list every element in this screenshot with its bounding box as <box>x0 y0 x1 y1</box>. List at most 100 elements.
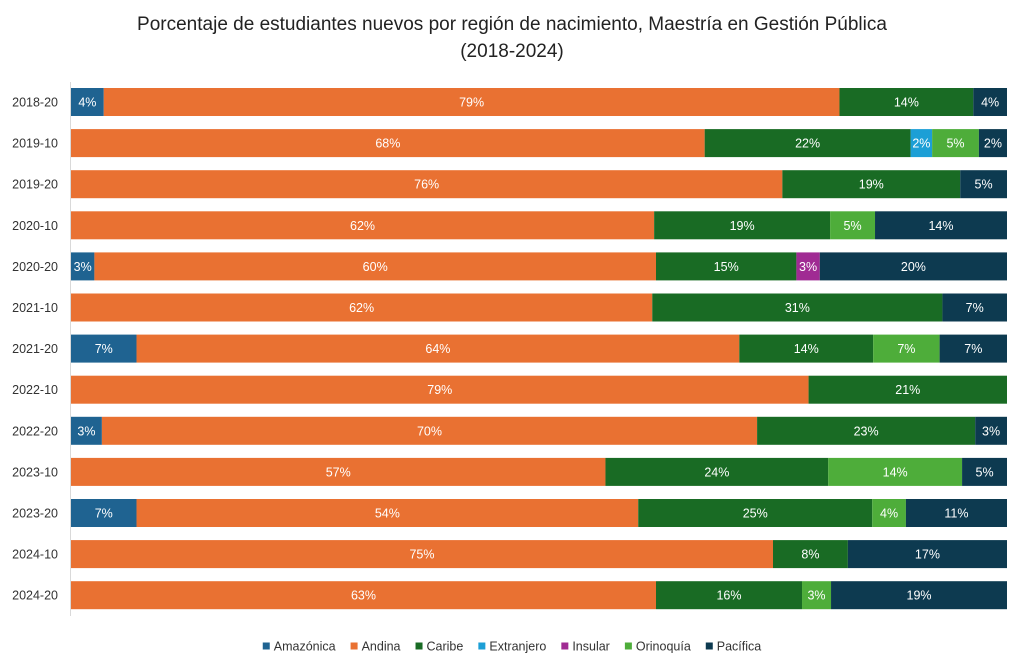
data-label: 4% <box>880 507 898 521</box>
bar-segment-amazonica <box>71 334 137 363</box>
data-label: 79% <box>427 383 452 397</box>
category-labels-group: 2018-20 2019-10 2019-20 2020-10 2020-20 2021-… <box>12 96 58 603</box>
bar-segment-caribe <box>638 499 873 527</box>
bar-segment-andina <box>71 457 606 486</box>
category-label: 2023-20 <box>12 507 58 521</box>
data-label: 19% <box>907 589 932 603</box>
bar-segment-pacifica <box>831 581 1007 610</box>
data-label: 7% <box>95 507 113 521</box>
bar-segment-caribe <box>757 416 976 445</box>
legend-swatch-insular <box>561 642 569 650</box>
data-label: 7% <box>897 342 915 356</box>
category-label: 2023-10 <box>12 465 58 479</box>
bar-segment-andina <box>136 499 639 527</box>
legend-label: Amazónica <box>274 640 336 654</box>
data-label: 31% <box>785 301 810 315</box>
data-label: 70% <box>417 424 442 438</box>
data-label: 76% <box>414 178 439 192</box>
bar-segment-andina <box>71 581 656 610</box>
data-label: 20% <box>901 260 926 274</box>
bar-segment-caribe <box>605 457 829 486</box>
legend-label: Extranjero <box>489 640 546 654</box>
data-label: 5% <box>844 219 862 233</box>
bar-segment-caribe <box>773 540 848 569</box>
bar-segment-pacifica <box>819 252 1007 281</box>
legend-label: Caribe <box>427 640 464 654</box>
bar-segment-caribe <box>656 252 797 281</box>
bar-segment-orinoquia <box>828 457 963 486</box>
legend-swatch-andina <box>350 642 358 650</box>
data-label: 8% <box>801 548 819 562</box>
data-label: 75% <box>409 548 434 562</box>
data-label: 2% <box>984 137 1002 151</box>
category-label: 2021-10 <box>12 301 58 315</box>
data-label: 14% <box>794 342 819 356</box>
data-label: 3% <box>74 260 92 274</box>
category-label: 2022-10 <box>12 383 58 397</box>
category-label: 2020-20 <box>12 260 58 274</box>
bar-segment-orinoquia <box>802 581 832 610</box>
data-label: 19% <box>859 178 884 192</box>
bar-segment-andina <box>101 416 758 445</box>
bar-segment-caribe <box>808 375 1007 404</box>
category-label: 2024-10 <box>12 548 58 562</box>
bar-segment-pacifica <box>960 170 1007 199</box>
bar-segment-pacifica <box>847 540 1007 569</box>
data-label: 14% <box>894 96 919 110</box>
bar-segment-andina <box>71 211 655 240</box>
bar-segment-andina <box>94 252 656 281</box>
legend-label: Orinoquía <box>636 640 691 654</box>
data-label: 19% <box>730 219 755 233</box>
data-label: 14% <box>928 219 953 233</box>
data-label: 5% <box>975 178 993 192</box>
data-label: 7% <box>966 301 984 315</box>
bar-segment-extranjero <box>910 129 933 158</box>
bar-segment-pacifica <box>973 88 1007 116</box>
legend-label: Pacífica <box>717 640 762 654</box>
data-label: 5% <box>946 137 964 151</box>
bar-segment-andina <box>71 293 653 322</box>
bar-segment-caribe <box>839 88 974 116</box>
data-label: 62% <box>350 219 375 233</box>
data-label: 15% <box>714 260 739 274</box>
data-label: 4% <box>78 96 96 110</box>
data-label: 7% <box>95 342 113 356</box>
data-label: 14% <box>883 465 908 479</box>
data-label: 60% <box>363 260 388 274</box>
legend-swatch-amazonica <box>262 642 270 650</box>
category-label: 2024-20 <box>12 589 58 603</box>
legend-swatch-orinoquia <box>624 642 632 650</box>
legend-swatch-pacifica <box>705 642 713 650</box>
bar-segment-pacifica <box>942 293 1007 322</box>
data-label: 3% <box>77 424 95 438</box>
category-label: 2019-10 <box>12 137 58 151</box>
data-label: 11% <box>944 507 968 521</box>
bar-segment-orinoquia <box>873 334 940 363</box>
data-label: 25% <box>743 507 768 521</box>
bar-segment-amazonica <box>71 416 102 445</box>
bar-segment-andina <box>71 540 773 569</box>
bar-segment-insular <box>796 252 820 281</box>
bar-segment-andina <box>103 88 840 116</box>
bar-segment-pacifica <box>905 499 1007 527</box>
bar-segment-andina <box>71 170 783 199</box>
legend: Amazónica Andina Caribe Extranjero Insular Or… <box>262 640 762 654</box>
bars-group: 4% 79% 14% 4% 68% 22% 2% 5% 2% 76% 19% 5% 62% 19% 5% 14… <box>71 88 1007 610</box>
category-label: 2018-20 <box>12 96 58 110</box>
bar-segment-andina <box>136 334 740 363</box>
bar-segment-orinoquia <box>872 499 906 527</box>
bar-segment-pacifica <box>875 211 1007 240</box>
bar-segment-caribe <box>652 293 943 322</box>
category-label: 2020-10 <box>12 219 58 233</box>
data-label: 22% <box>795 137 820 151</box>
chart-subtitle: (2018-2024) <box>460 41 564 62</box>
bar-segment-caribe <box>739 334 874 363</box>
bar-segment-pacifica <box>975 416 1007 445</box>
bar-segment-andina <box>71 129 705 158</box>
legend-swatch-caribe <box>415 642 423 650</box>
data-label: 17% <box>915 548 940 562</box>
bar-segment-amazonica <box>71 252 95 281</box>
category-label: 2021-20 <box>12 342 58 356</box>
bar-segment-orinoquia <box>932 129 979 158</box>
